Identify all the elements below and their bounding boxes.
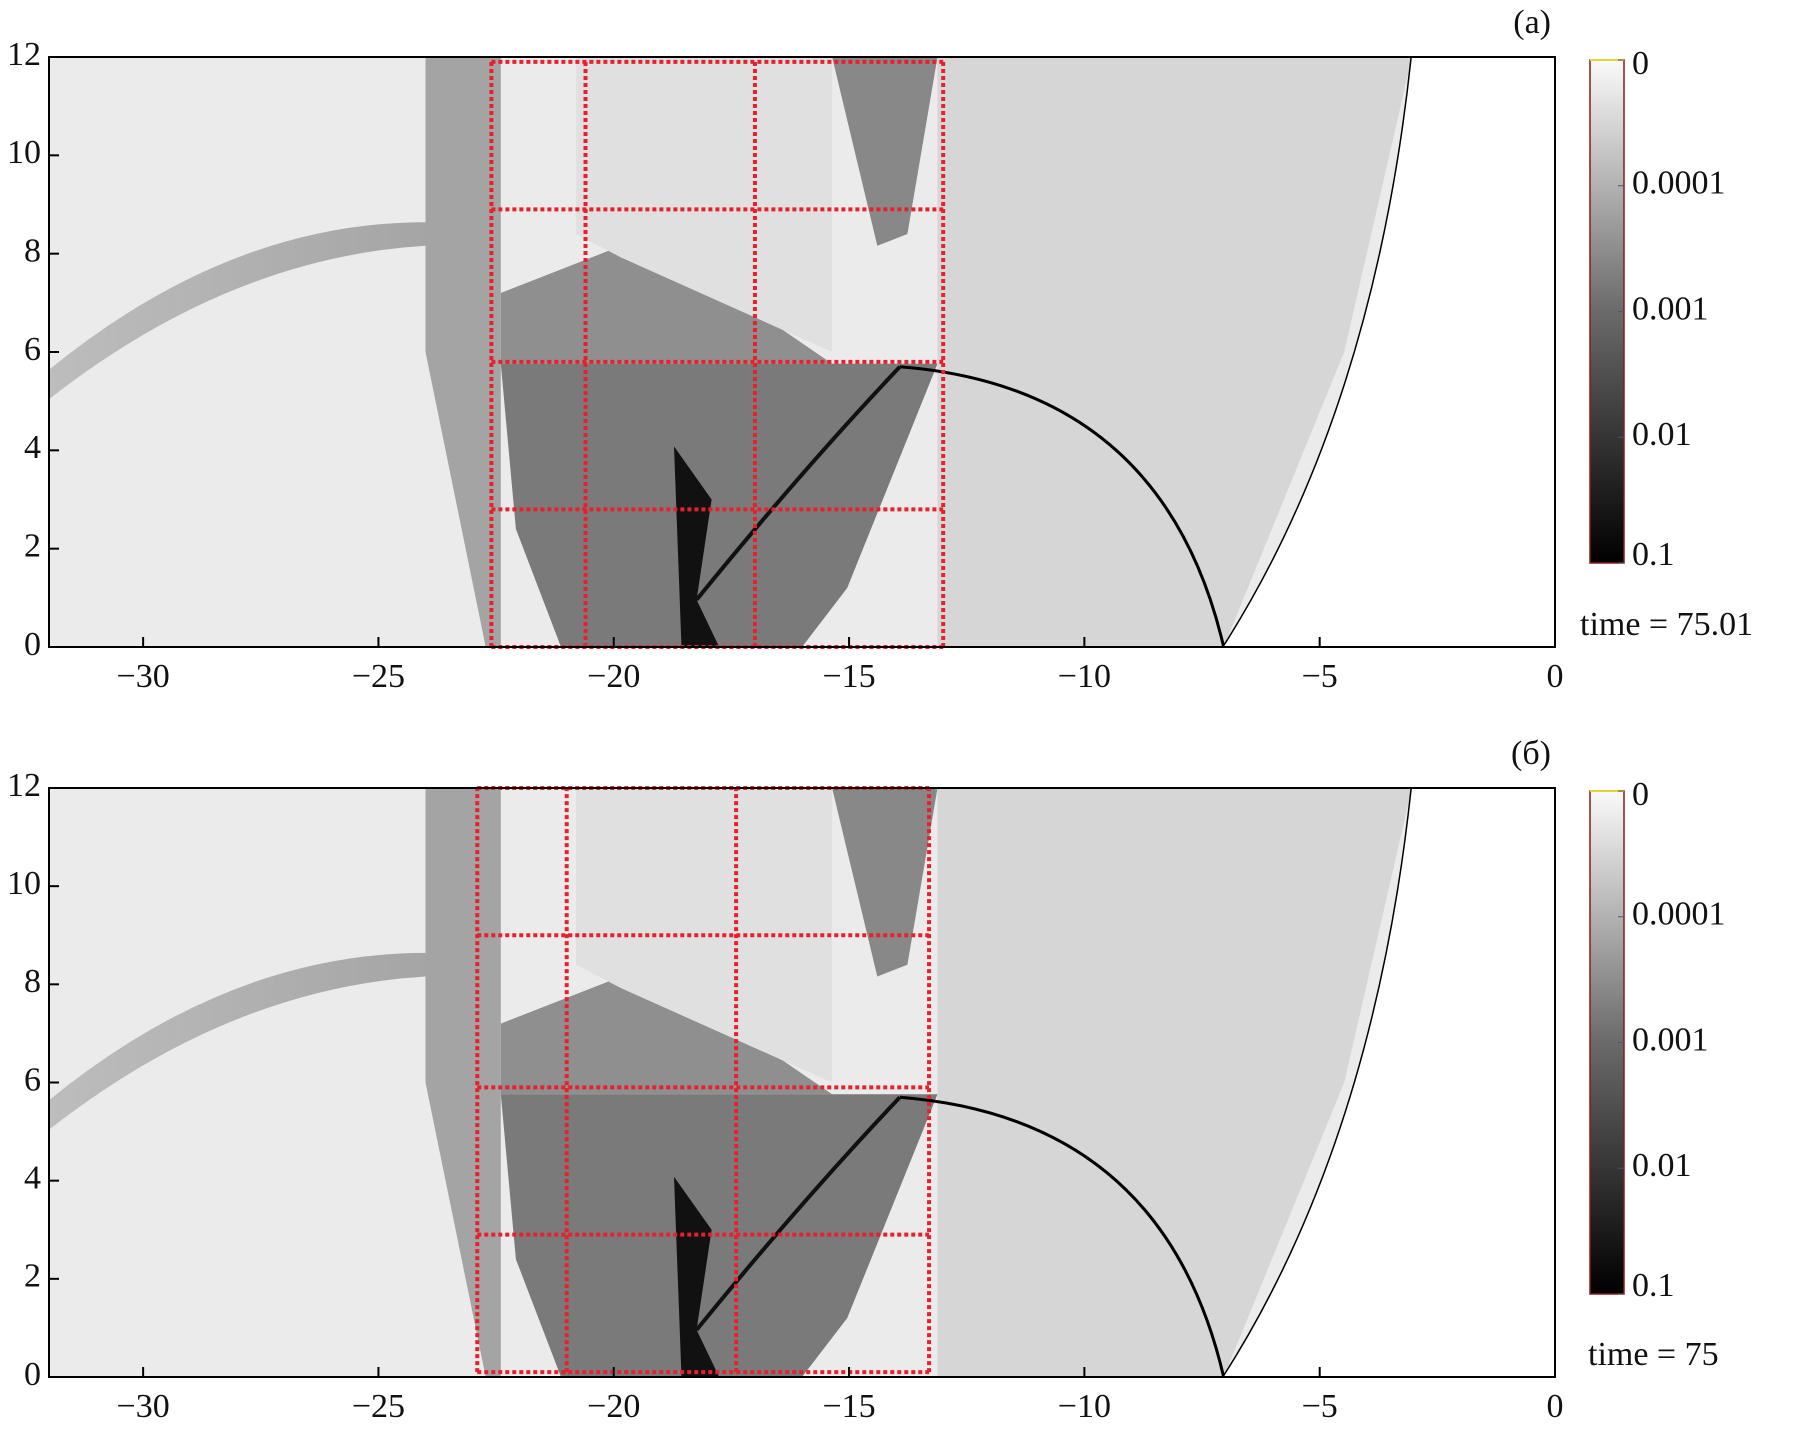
x-tick-label: 0	[1547, 1388, 1564, 1425]
y-tick-label: 12	[7, 767, 41, 804]
gray-column	[425, 57, 501, 647]
mixing-zone	[500, 363, 938, 647]
y-tick-label: 2	[24, 527, 41, 564]
x-tick-label: 0	[1547, 658, 1564, 695]
dark-stem	[674, 446, 720, 647]
colorbar-label: 0.001	[1632, 1021, 1709, 1058]
x-tick-label: −25	[352, 658, 405, 695]
dark-stem	[674, 1176, 720, 1377]
white-region	[1223, 57, 1555, 647]
y-tick-label: 8	[24, 963, 41, 1000]
y-tick-label: 12	[7, 36, 41, 73]
x-tick-label: −5	[1302, 1388, 1338, 1425]
left-band	[49, 222, 426, 400]
field	[49, 57, 1555, 647]
x-tick-label: −25	[352, 1388, 405, 1425]
time-label: time = 75.01	[1580, 606, 1753, 643]
colorbar-label: 0.01	[1632, 1147, 1692, 1184]
right-strip	[832, 57, 938, 246]
x-tick-label: −30	[117, 1388, 170, 1425]
inner-shock	[899, 1095, 1226, 1377]
field	[49, 788, 1555, 1377]
x-tick-label: −30	[117, 658, 170, 695]
y-tick-label: 4	[24, 429, 41, 466]
upper-mix	[500, 976, 833, 1095]
panel-label: (а)	[1513, 4, 1551, 41]
outer-region	[937, 788, 1412, 1377]
colorbar-label: 0.01	[1632, 416, 1692, 453]
y-tick-label: 0	[24, 1356, 41, 1393]
inner-shock	[899, 365, 1226, 647]
colorbar-label: 0.1	[1632, 1267, 1675, 1304]
x-tick-label: −15	[822, 658, 875, 695]
panel-label: (б)	[1511, 735, 1551, 772]
left-band	[49, 952, 426, 1130]
y-tick-label: 10	[7, 134, 41, 171]
y-tick-label: 4	[24, 1159, 41, 1196]
y-tick-label: 2	[24, 1258, 41, 1295]
colorbar-label: 0.0001	[1632, 896, 1726, 933]
y-tick-label: 6	[24, 1061, 41, 1098]
x-tick-label: −20	[587, 1388, 640, 1425]
y-tick-label: 0	[24, 626, 41, 663]
slip-line	[695, 365, 902, 602]
right-strip	[832, 788, 938, 977]
x-tick-label: −15	[822, 1388, 875, 1425]
time-label: time = 75	[1588, 1336, 1719, 1373]
slip-line	[695, 1095, 902, 1332]
colorbar-label: 0.1	[1632, 536, 1675, 573]
colorbar-label: 0	[1632, 45, 1649, 82]
x-tick-label: −20	[587, 658, 640, 695]
y-tick-label: 10	[7, 865, 41, 902]
x-tick-label: −10	[1058, 1388, 1111, 1425]
outer-region	[937, 57, 1412, 647]
light-core	[576, 57, 833, 352]
colorbar-label: 0	[1632, 776, 1649, 813]
y-tick-label: 6	[24, 331, 41, 368]
x-tick-label: −5	[1302, 658, 1338, 695]
white-region	[1223, 788, 1555, 1377]
colorbar-label: 0.0001	[1632, 165, 1726, 202]
x-tick-label: −10	[1058, 658, 1111, 695]
y-tick-label: 8	[24, 232, 41, 269]
colorbar-label: 0.001	[1632, 290, 1709, 327]
gray-column	[425, 788, 501, 1377]
